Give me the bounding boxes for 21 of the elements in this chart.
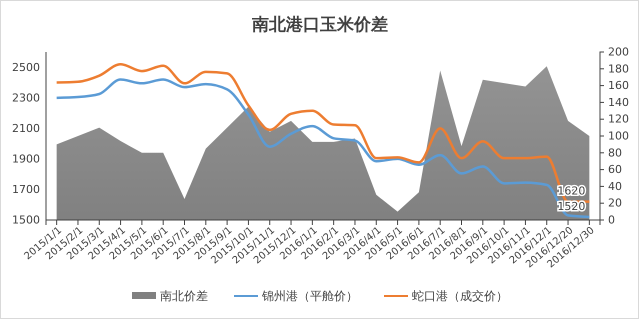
y-tick-label: 2500 [12,60,40,74]
legend-label: 蛇口港（成交价） [412,289,508,303]
y2-tick-label: 40 [608,180,622,193]
y2-tick-label: 180 [608,62,629,76]
y-tick-label: 1700 [12,182,40,196]
y-tick-label: 1500 [12,214,40,227]
y-tick-label: 2100 [12,122,40,135]
y2-tick-label: 60 [608,163,622,176]
y2-tick-label: 100 [608,130,629,143]
y-tick-label: 1900 [12,152,40,166]
y-tick-label: 2300 [12,91,40,104]
chart-title: 南北港口玉米价差 [251,15,388,35]
legend-label: 南北价差 [160,289,208,303]
y2-tick-label: 0 [608,214,615,227]
legend-label: 锦州港（平舱价） [261,289,358,303]
y2-tick-label: 200 [608,46,629,59]
y2-tick-label: 160 [608,79,629,92]
y2-tick-label: 120 [608,112,629,126]
y2-tick-label: 80 [608,146,622,160]
y2-tick-label: 20 [608,196,622,210]
y2-tick-label: 140 [608,96,629,109]
